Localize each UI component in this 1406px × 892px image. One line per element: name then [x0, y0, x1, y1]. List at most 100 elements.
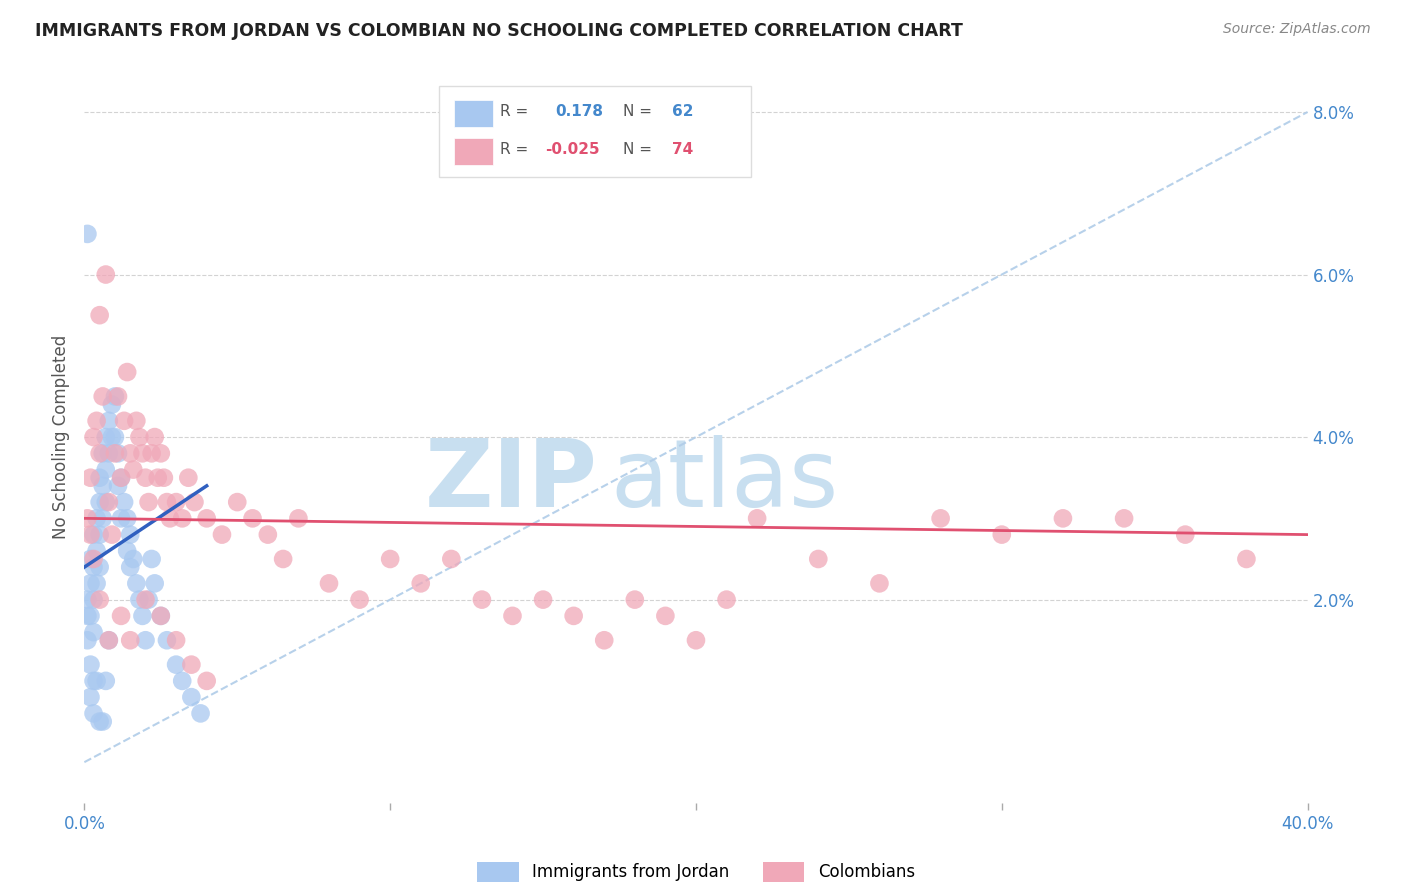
Point [104, 389, 127, 403]
Point [83, 527, 105, 541]
Point [110, 511, 132, 525]
Point [91, 714, 114, 729]
Point [107, 479, 129, 493]
Point [165, 657, 187, 672]
Point [83, 592, 105, 607]
Text: R =: R = [501, 142, 529, 157]
Point [135, 471, 157, 485]
Point [91, 389, 114, 403]
Point [83, 706, 105, 721]
Point [177, 471, 200, 485]
Point [97, 414, 120, 428]
Point [76, 227, 98, 241]
Point [115, 544, 138, 558]
Point [86, 673, 108, 688]
Point [128, 592, 150, 607]
Point [97, 446, 120, 460]
Point [624, 592, 647, 607]
FancyBboxPatch shape [439, 86, 751, 178]
Point [929, 511, 952, 525]
Text: N =: N = [623, 142, 651, 157]
Point [86, 544, 108, 558]
Point [716, 592, 738, 607]
Point [76, 608, 98, 623]
Point [83, 430, 105, 444]
Point [531, 592, 554, 607]
Point [110, 471, 132, 485]
Point [89, 714, 111, 729]
Point [79, 657, 101, 672]
Point [101, 430, 124, 444]
Point [747, 511, 769, 525]
Point [94, 268, 117, 282]
Point [165, 633, 187, 648]
Point [120, 560, 142, 574]
Text: 62: 62 [672, 104, 693, 120]
Point [318, 576, 340, 591]
Point [143, 576, 166, 591]
Point [149, 608, 172, 623]
Point [131, 446, 153, 460]
Point [156, 495, 179, 509]
Point [211, 527, 233, 541]
Point [271, 552, 294, 566]
Point [991, 527, 1014, 541]
Point [89, 592, 111, 607]
Point [79, 576, 101, 591]
Point [97, 495, 120, 509]
Point [86, 511, 108, 525]
Point [104, 446, 127, 460]
Text: Source: ZipAtlas.com: Source: ZipAtlas.com [1223, 22, 1371, 37]
Point [1236, 552, 1258, 566]
Point [159, 511, 181, 525]
Point [112, 495, 135, 509]
Point [869, 576, 891, 591]
Point [143, 430, 166, 444]
Point [115, 511, 138, 525]
Point [120, 527, 142, 541]
Point [94, 495, 117, 509]
Point [76, 592, 98, 607]
Point [112, 414, 135, 428]
Point [149, 446, 172, 460]
Point [409, 576, 432, 591]
Point [101, 527, 124, 541]
Point [83, 673, 105, 688]
Point [128, 430, 150, 444]
Legend: Immigrants from Jordan, Colombians: Immigrants from Jordan, Colombians [471, 855, 921, 888]
Point [562, 608, 585, 623]
Text: -0.025: -0.025 [546, 142, 600, 157]
FancyBboxPatch shape [454, 138, 494, 165]
Point [97, 633, 120, 648]
FancyBboxPatch shape [454, 100, 494, 127]
Point [86, 576, 108, 591]
Point [257, 527, 280, 541]
Point [89, 308, 111, 322]
Point [226, 495, 249, 509]
Point [91, 511, 114, 525]
Point [89, 471, 111, 485]
Point [172, 673, 194, 688]
Point [149, 608, 172, 623]
Point [125, 576, 148, 591]
Point [115, 365, 138, 379]
Point [83, 560, 105, 574]
Text: atlas: atlas [610, 435, 838, 527]
Point [107, 389, 129, 403]
Point [79, 471, 101, 485]
Point [471, 592, 494, 607]
Point [380, 552, 402, 566]
Point [89, 527, 111, 541]
Point [104, 430, 127, 444]
Point [807, 552, 830, 566]
Point [1174, 527, 1197, 541]
Point [120, 633, 142, 648]
Text: ZIP: ZIP [425, 435, 598, 527]
Point [131, 608, 153, 623]
Point [349, 592, 371, 607]
Point [76, 633, 98, 648]
Point [183, 495, 205, 509]
Point [138, 592, 160, 607]
Point [122, 462, 145, 476]
Point [94, 462, 117, 476]
